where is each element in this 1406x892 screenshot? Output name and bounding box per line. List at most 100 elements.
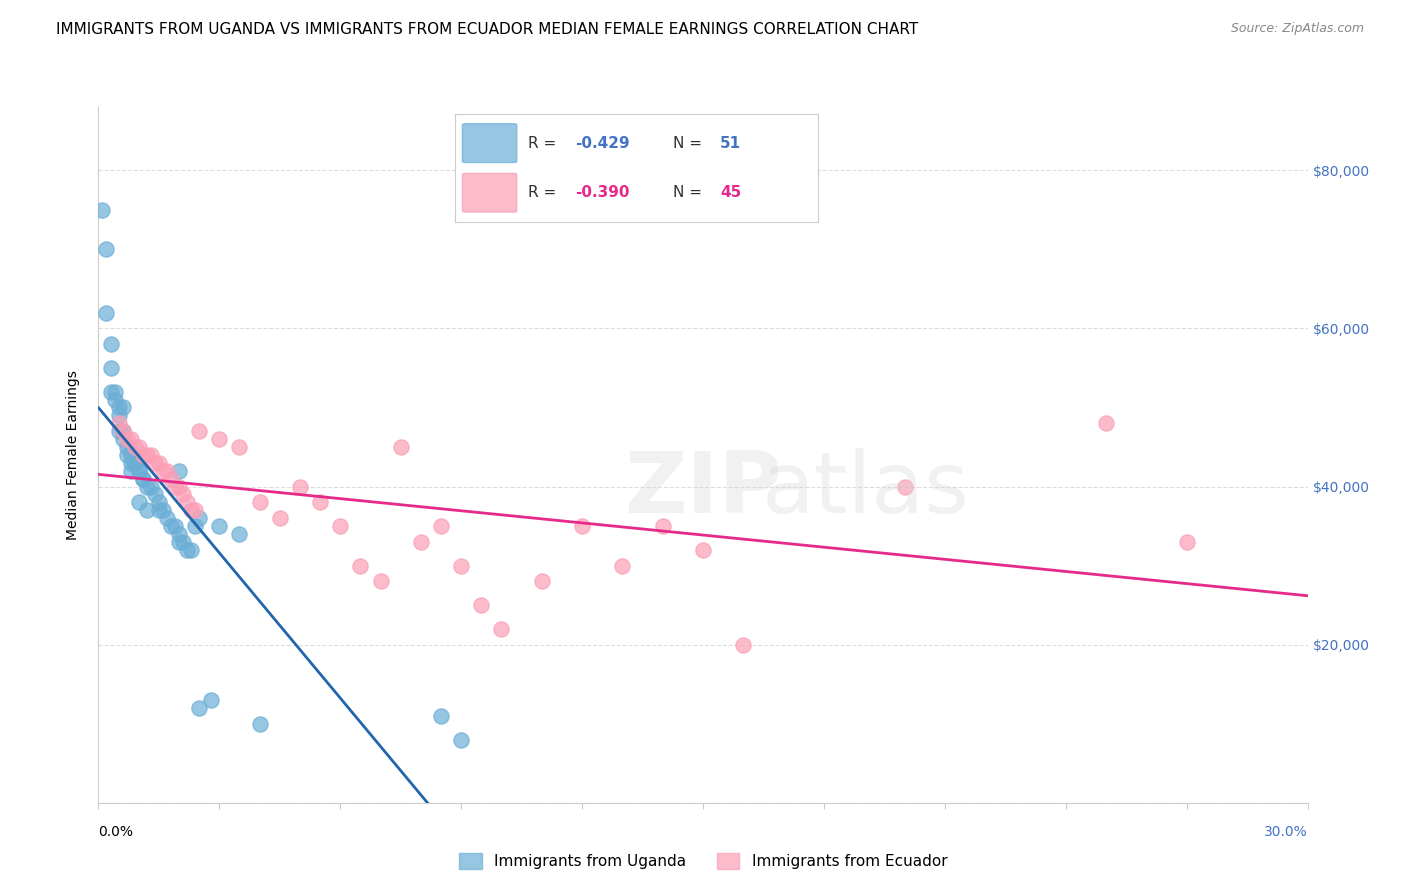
Point — [269, 511, 291, 525]
Point — [180, 503, 202, 517]
Point — [96, 243, 118, 257]
Point — [349, 558, 371, 573]
Point — [156, 464, 179, 478]
Point — [156, 511, 179, 525]
Point — [115, 432, 138, 446]
Point — [491, 622, 513, 636]
Point — [135, 448, 157, 462]
Point — [148, 503, 170, 517]
Point — [200, 693, 222, 707]
Point — [188, 701, 211, 715]
Point — [389, 440, 412, 454]
Point — [176, 542, 198, 557]
Point — [111, 401, 134, 415]
Point — [208, 519, 231, 533]
Point — [167, 464, 190, 478]
Point — [96, 305, 118, 319]
Point — [100, 337, 122, 351]
Point — [152, 464, 174, 478]
Point — [120, 448, 142, 462]
Point — [329, 519, 352, 533]
Point — [139, 448, 162, 462]
Point — [132, 448, 155, 462]
Point — [128, 464, 150, 478]
Point — [188, 424, 211, 438]
Point — [172, 487, 194, 501]
Point — [430, 708, 453, 723]
Point — [124, 456, 146, 470]
Point — [111, 424, 134, 438]
Text: Source: ZipAtlas.com: Source: ZipAtlas.com — [1230, 22, 1364, 36]
Text: ZIP: ZIP — [624, 448, 782, 532]
Point — [152, 503, 174, 517]
Text: IMMIGRANTS FROM UGANDA VS IMMIGRANTS FROM ECUADOR MEDIAN FEMALE EARNINGS CORRELA: IMMIGRANTS FROM UGANDA VS IMMIGRANTS FRO… — [56, 22, 918, 37]
Point — [143, 456, 166, 470]
Point — [160, 472, 183, 486]
Point — [148, 456, 170, 470]
Point — [103, 392, 125, 407]
Point — [893, 479, 915, 493]
Point — [128, 440, 150, 454]
Point — [450, 732, 472, 747]
Point — [100, 384, 122, 399]
Point — [530, 574, 553, 589]
Point — [139, 479, 162, 493]
Point — [124, 440, 146, 454]
Legend: Immigrants from Uganda, Immigrants from Ecuador: Immigrants from Uganda, Immigrants from … — [453, 847, 953, 875]
Point — [184, 519, 207, 533]
Point — [160, 519, 183, 533]
Point — [249, 716, 271, 731]
Point — [163, 479, 186, 493]
Point — [163, 519, 186, 533]
Text: 0.0%: 0.0% — [98, 825, 134, 839]
Point — [208, 432, 231, 446]
Point — [148, 495, 170, 509]
Point — [107, 424, 129, 438]
Point — [571, 519, 593, 533]
Point — [733, 638, 755, 652]
Point — [172, 535, 194, 549]
Point — [249, 495, 271, 509]
Point — [228, 440, 250, 454]
Point — [120, 456, 142, 470]
Point — [228, 527, 250, 541]
Point — [91, 202, 114, 217]
Point — [470, 598, 492, 612]
Point — [309, 495, 332, 509]
Point — [132, 472, 155, 486]
Point — [651, 519, 673, 533]
Point — [115, 448, 138, 462]
Point — [128, 495, 150, 509]
Point — [143, 487, 166, 501]
Point — [135, 479, 157, 493]
Point — [135, 503, 157, 517]
Point — [188, 511, 211, 525]
Point — [107, 409, 129, 423]
Point — [111, 432, 134, 446]
Point — [1175, 535, 1198, 549]
Text: atlas: atlas — [762, 448, 970, 532]
Point — [167, 479, 190, 493]
Point — [120, 464, 142, 478]
Point — [409, 535, 432, 549]
Point — [128, 464, 150, 478]
Point — [692, 542, 714, 557]
Point — [176, 495, 198, 509]
Point — [370, 574, 392, 589]
Point — [103, 384, 125, 399]
Point — [288, 479, 311, 493]
Point — [107, 401, 129, 415]
Point — [430, 519, 453, 533]
Point — [115, 440, 138, 454]
Point — [120, 432, 142, 446]
Point — [167, 527, 190, 541]
Point — [1095, 417, 1118, 431]
Point — [132, 472, 155, 486]
Point — [612, 558, 634, 573]
Point — [111, 424, 134, 438]
Y-axis label: Median Female Earnings: Median Female Earnings — [66, 370, 80, 540]
Point — [450, 558, 472, 573]
Text: 30.0%: 30.0% — [1264, 825, 1308, 839]
Point — [124, 456, 146, 470]
Point — [107, 417, 129, 431]
